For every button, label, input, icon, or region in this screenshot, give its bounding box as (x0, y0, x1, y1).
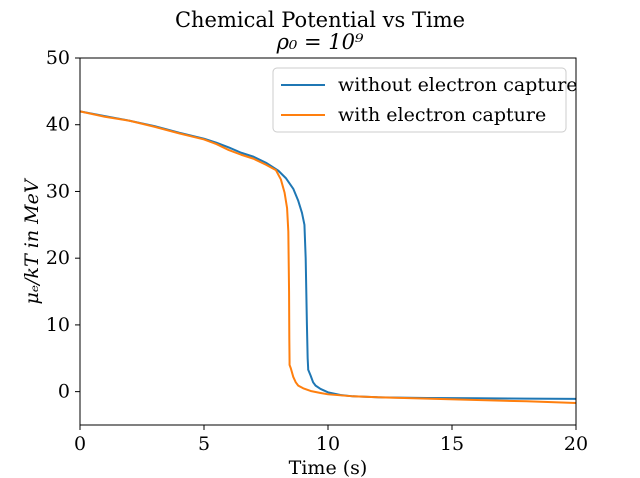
legend-box (272, 67, 567, 133)
x-tick-label: 5 (198, 433, 210, 455)
y-tick-label: 0 (58, 381, 70, 403)
plot-lines (79, 110, 577, 404)
x-tick-label: 15 (440, 433, 464, 455)
chart-subtitle: ρ₀ = 10⁹ (276, 30, 364, 54)
x-axis-label: Time (s) (289, 457, 368, 478)
legend-label-with-electron-capture: with electron capture (338, 104, 546, 126)
x-tick-label: 10 (316, 433, 340, 455)
y-tick-label: 20 (46, 247, 70, 269)
y-axis-label: μₑ/kT in MeV (21, 177, 43, 304)
y-tick-label: 40 (46, 114, 70, 136)
y-tick-label: 10 (46, 314, 70, 336)
x-tick-label: 20 (564, 433, 588, 455)
y-tick-label: 30 (46, 180, 70, 202)
series-line-without-electron-capture (79, 110, 577, 400)
chart-title: Chemical Potential vs Time (175, 8, 465, 32)
x-tick-label: 0 (74, 433, 86, 455)
legend-label-without-electron-capture: without electron capture (338, 74, 578, 96)
y-tick-label: 50 (46, 47, 70, 69)
plot-frame (79, 57, 577, 426)
axes-ticks: 0 5 10 15 20 0 10 20 30 40 50 (46, 47, 588, 455)
series-line-with-electron-capture (79, 110, 577, 404)
legend: without electron capture with electron c… (272, 67, 578, 133)
